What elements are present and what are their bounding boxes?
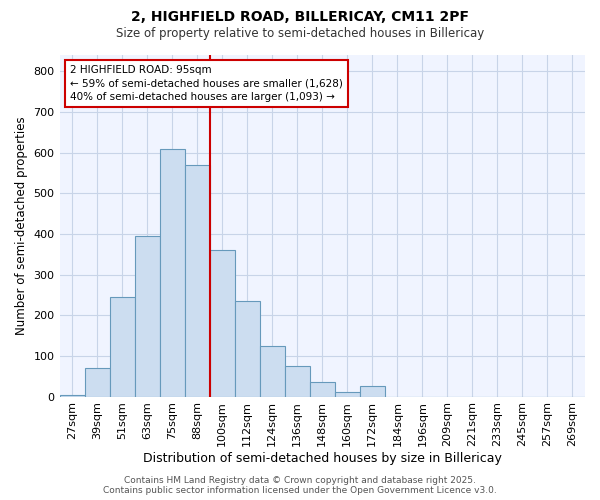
Bar — [185, 165, 209, 396]
Bar — [110, 297, 134, 396]
Bar — [134, 236, 160, 396]
Bar — [235, 301, 260, 396]
Text: Contains HM Land Registry data © Crown copyright and database right 2025.
Contai: Contains HM Land Registry data © Crown c… — [103, 476, 497, 495]
Bar — [335, 392, 360, 396]
Bar — [310, 382, 335, 396]
Bar — [260, 346, 285, 397]
Bar — [209, 250, 235, 396]
X-axis label: Distribution of semi-detached houses by size in Billericay: Distribution of semi-detached houses by … — [143, 452, 502, 465]
Bar — [360, 386, 385, 396]
Bar — [59, 394, 85, 396]
Text: 2 HIGHFIELD ROAD: 95sqm
← 59% of semi-detached houses are smaller (1,628)
40% of: 2 HIGHFIELD ROAD: 95sqm ← 59% of semi-de… — [70, 65, 343, 102]
Bar — [85, 368, 110, 396]
Text: Size of property relative to semi-detached houses in Billericay: Size of property relative to semi-detach… — [116, 28, 484, 40]
Bar — [160, 148, 185, 396]
Text: 2, HIGHFIELD ROAD, BILLERICAY, CM11 2PF: 2, HIGHFIELD ROAD, BILLERICAY, CM11 2PF — [131, 10, 469, 24]
Bar — [285, 366, 310, 396]
Y-axis label: Number of semi-detached properties: Number of semi-detached properties — [15, 116, 28, 335]
